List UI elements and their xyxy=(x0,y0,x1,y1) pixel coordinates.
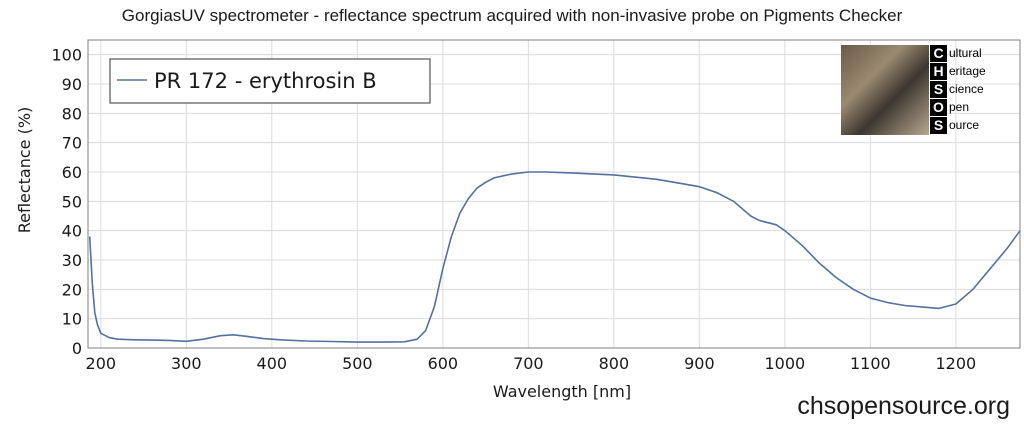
logo-letter: H xyxy=(930,63,947,80)
logo-word: eritage xyxy=(949,64,986,78)
logo-letter: C xyxy=(930,45,947,62)
x-tick-label: 200 xyxy=(86,354,117,373)
x-tick-label: 700 xyxy=(513,354,544,373)
logo-letters: C H S O S xyxy=(930,45,947,135)
x-tick-label: 400 xyxy=(257,354,288,373)
logo-letter: S xyxy=(930,81,947,98)
y-axis-label: Reflectance (%) xyxy=(15,107,34,234)
x-tick-label: 1000 xyxy=(765,354,806,373)
logo-words: ultural eritage cience pen ource xyxy=(949,45,986,135)
legend-label: PR 172 - erythrosin B xyxy=(154,69,377,93)
x-tick-label: 500 xyxy=(342,354,373,373)
x-tick-label: 1100 xyxy=(850,354,891,373)
tick-labels: 200 300 400 500 600 700 800 900 1000 1100 1200 0 10 2… xyxy=(51,46,976,373)
logo-photo xyxy=(841,45,929,135)
logo-letter: S xyxy=(930,117,947,134)
plot-frame xyxy=(87,39,1021,349)
x-tick-label: 800 xyxy=(599,354,630,373)
y-tick-label: 40 xyxy=(62,222,82,241)
y-tick-label: 10 xyxy=(62,310,82,329)
y-tick-label: 80 xyxy=(62,104,82,123)
x-tick-label: 300 xyxy=(171,354,202,373)
series-line-pr172 xyxy=(88,171,1021,343)
y-tick-label: 30 xyxy=(62,251,82,270)
logo-word: ultural xyxy=(949,46,982,60)
x-axis-label: Wavelength [nm] xyxy=(493,382,631,401)
logo-word: ource xyxy=(949,118,980,132)
chart-title: GorgiasUV spectrometer - reflectance spe… xyxy=(121,6,903,25)
x-tick-label: 600 xyxy=(428,354,459,373)
website-url[interactable]: chsopensource.org xyxy=(797,392,1010,420)
logo-word: pen xyxy=(949,100,970,114)
chsos-logo: C H S O S ultural eritage cience pen our… xyxy=(841,45,993,135)
y-tick-label: 70 xyxy=(62,134,82,153)
y-tick-label: 50 xyxy=(62,192,82,211)
logo-letter: O xyxy=(930,99,947,116)
legend: PR 172 - erythrosin B xyxy=(109,58,431,104)
y-tick-label: 60 xyxy=(62,163,82,182)
y-tick-label: 100 xyxy=(51,46,82,65)
x-tick-label: 1200 xyxy=(936,354,977,373)
y-tick-label: 0 xyxy=(72,339,82,358)
y-tick-label: 90 xyxy=(62,75,82,94)
y-tick-label: 20 xyxy=(62,280,82,299)
logo-word: cience xyxy=(949,82,984,96)
x-tick-label: 900 xyxy=(684,354,715,373)
